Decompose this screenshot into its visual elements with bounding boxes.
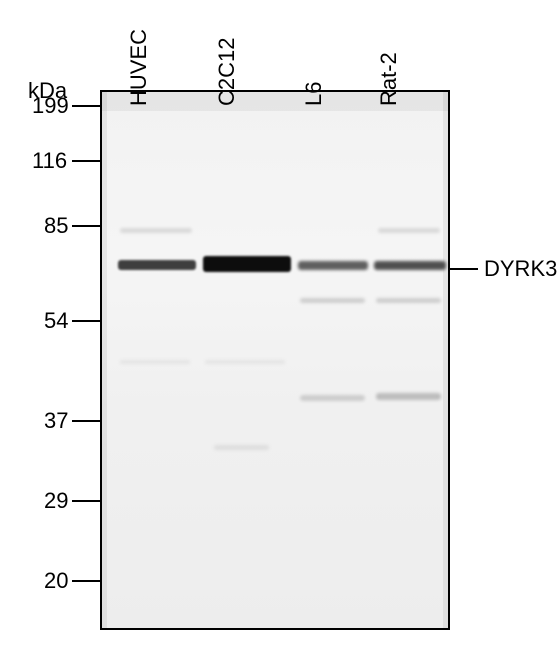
faint-band (120, 360, 190, 364)
protein-band (203, 256, 291, 272)
mw-marker-label: 29 (44, 488, 68, 514)
mw-marker-label: 54 (44, 308, 68, 334)
mw-marker-tick (72, 420, 100, 422)
lane-label: HUVEC (126, 29, 152, 106)
faint-band (376, 393, 441, 400)
faint-band (300, 395, 365, 401)
protein-band (118, 260, 196, 270)
mw-marker-label: 116 (32, 148, 67, 174)
mw-marker-tick (72, 160, 100, 162)
mw-marker-label: 20 (44, 568, 68, 594)
lane-label: Rat-2 (376, 52, 402, 106)
mw-marker-label: 37 (44, 408, 68, 434)
mw-marker-tick (72, 500, 100, 502)
blot-edge-shade (443, 91, 449, 629)
band-annotation-label: DYRK3 (484, 256, 557, 282)
faint-band (214, 445, 269, 450)
mw-marker-tick (72, 580, 100, 582)
mw-marker-tick (72, 320, 100, 322)
blot-edge-shade (101, 91, 107, 629)
protein-band (298, 261, 368, 270)
band-annotation-tick (450, 268, 478, 270)
faint-band (205, 360, 285, 364)
faint-band (376, 298, 441, 303)
mw-marker-label: 85 (44, 213, 68, 239)
lane-label: L6 (301, 82, 327, 106)
mw-marker-tick (72, 225, 100, 227)
lane-label: C2C12 (214, 38, 240, 106)
mw-marker-tick (72, 105, 100, 107)
faint-band (378, 228, 440, 233)
faint-band (120, 228, 192, 233)
protein-band (374, 261, 446, 270)
mw-marker-label: 199 (32, 93, 69, 119)
faint-band (300, 298, 365, 303)
western-blot-figure: { "figure": { "type": "western-blot", "w… (0, 0, 559, 651)
